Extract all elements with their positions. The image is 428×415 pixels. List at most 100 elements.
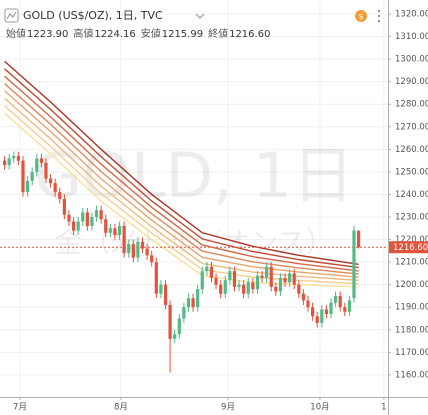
candle-body (232, 271, 237, 287)
candle-body (356, 230, 361, 248)
candle-body (265, 266, 269, 278)
menu-dot (377, 19, 381, 23)
candle-body (338, 295, 342, 308)
ohlc-value: 1215.99 (162, 29, 203, 40)
candle-body (315, 316, 319, 324)
candle-body (177, 318, 181, 335)
candle-body (297, 284, 301, 294)
candle-body (154, 262, 158, 294)
candle-body (44, 162, 48, 179)
ohlc-label: 終値 (208, 27, 228, 40)
ohlc-label: 高値 (73, 27, 93, 40)
candle-body (237, 284, 241, 287)
candle-body (81, 212, 85, 222)
candle-body (168, 304, 172, 339)
candle-body (159, 284, 163, 294)
candle-body (320, 309, 324, 324)
menu-dot (377, 14, 381, 18)
candle-body (242, 284, 246, 294)
axes: 1160.00 1170.00 1180.00 1190.00 1200.00 1210.… (13, 9, 428, 413)
y-tick-label: 1320.00 (395, 9, 428, 19)
ribbon-line (4, 83, 359, 275)
ohlc-value: 1216.60 (229, 29, 270, 40)
candle-body (283, 277, 287, 283)
candle-body (136, 241, 140, 258)
x-tick-label: 7月 (13, 403, 27, 413)
candle-body (260, 275, 264, 278)
currency-badge[interactable] (355, 10, 367, 22)
y-tick-label: 1230.00 (395, 212, 428, 222)
candle-body (67, 214, 71, 222)
candle-body (62, 198, 66, 215)
candle-body (278, 277, 283, 292)
y-tick-label: 1310.00 (395, 32, 428, 42)
y-tick-label: 1250.00 (395, 167, 428, 177)
ribbon-line (4, 90, 359, 278)
ohlc-label: 始値 (6, 27, 26, 40)
candle-body (48, 178, 53, 184)
chart-title: GOLD (US$/OZ), 1日, TVC (23, 9, 163, 22)
candle-body (214, 277, 218, 285)
ohlc-legend: 始値 1223.90 高値 1224.16 安値 1215.99 終値 1216.60 (6, 27, 270, 40)
candle-body (288, 273, 292, 283)
candle-body (21, 160, 25, 193)
candle-body (16, 156, 20, 161)
candle-body (127, 244, 131, 254)
y-tick-label: 1260.00 (395, 145, 428, 155)
candle-body (186, 298, 191, 308)
candle-body (131, 244, 135, 258)
candle-body (301, 293, 306, 301)
candle-body (209, 266, 214, 278)
y-tick-label: 1220.00 (395, 235, 428, 245)
y-tick-label: 1160.00 (395, 370, 428, 380)
currency-badge-text: $ (358, 12, 363, 21)
candle-body (200, 271, 204, 290)
ohlc-label: 安値 (141, 27, 161, 40)
x-tick-label: 8月 (114, 403, 128, 413)
x-tick-label: 1 (381, 403, 386, 413)
menu-dots[interactable] (377, 9, 381, 23)
candle-body (223, 280, 227, 294)
y-tick-label: 1210.00 (395, 258, 428, 268)
y-tick-label: 1170.00 (395, 348, 428, 358)
candle-body (246, 282, 250, 294)
candle-body (90, 216, 94, 227)
candle-body (306, 300, 310, 308)
candle-body (2, 160, 7, 166)
y-tick-label: 1200.00 (395, 280, 428, 290)
candle-body (39, 158, 43, 163)
candle-body (94, 210, 99, 217)
candle-body (163, 284, 168, 305)
candle-body (196, 289, 200, 308)
ribbon-line (4, 60, 359, 266)
candle-body (347, 300, 351, 312)
candle-body (228, 271, 232, 281)
ohlc-value: 1224.16 (94, 29, 135, 40)
candle-body (205, 266, 209, 272)
ohlc-value: 1223.90 (27, 29, 68, 40)
candle-body (117, 226, 122, 236)
candle-body (182, 307, 186, 319)
candle-body (329, 302, 333, 314)
candle-body (7, 158, 11, 166)
y-tick-label: 1290.00 (395, 77, 428, 87)
candle-body (53, 183, 57, 193)
candle-body (255, 275, 260, 290)
candle-body (145, 248, 149, 256)
price-label-box (389, 241, 428, 254)
x-tick-label: 9月 (221, 403, 235, 413)
y-tick-label: 1300.00 (395, 55, 428, 65)
candle-body (219, 284, 223, 294)
candle-body (58, 192, 62, 199)
ribbon-line (4, 75, 359, 272)
x-tick-label: 10月 (310, 403, 329, 413)
dropdown-arrow[interactable] (195, 13, 205, 19)
candle-body (122, 226, 126, 254)
candle-body (324, 309, 328, 314)
candle-body (71, 221, 76, 231)
candle-body (274, 286, 278, 292)
candle-body (352, 230, 356, 299)
candle-body (150, 255, 154, 263)
